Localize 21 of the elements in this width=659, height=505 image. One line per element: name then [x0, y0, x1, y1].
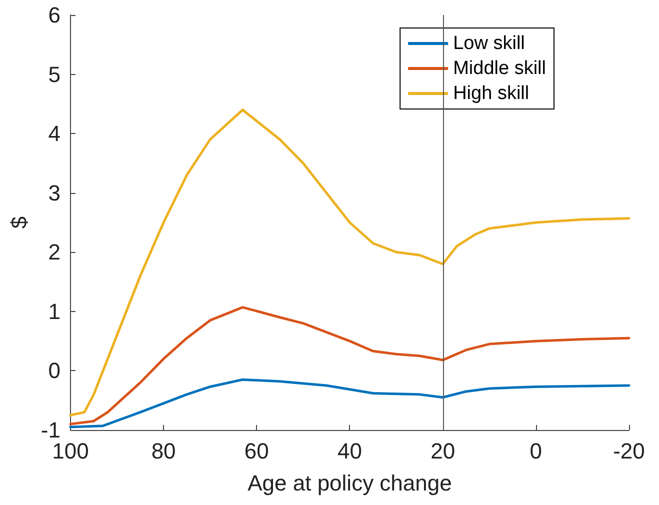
line-series: [69, 378, 630, 428]
x-tick-label: 40: [337, 438, 362, 464]
legend-label: High skill: [453, 83, 530, 104]
x-tick-label: 0: [530, 438, 542, 464]
line-series: [69, 306, 630, 426]
y-tick-label: 6: [48, 2, 60, 28]
line-series: [69, 108, 630, 416]
x-tick-label: 60: [244, 438, 269, 464]
legend-label: Middle skill: [453, 58, 546, 79]
legend-label: Low skill: [453, 33, 525, 54]
y-tick-label: 2: [48, 240, 60, 265]
x-tick-label: 20: [430, 438, 456, 464]
x-axis-title: Age at policy change: [248, 470, 452, 496]
y-tick-label: 5: [48, 62, 60, 87]
y-tick-label: 1: [48, 298, 60, 324]
y-tick-label: 4: [48, 121, 60, 146]
y-tick-label: 0: [48, 358, 60, 384]
x-tick-label: -20: [613, 438, 645, 464]
y-axis-title: $: [6, 216, 32, 229]
x-tick-label: 80: [151, 438, 176, 464]
y-tick-label: 3: [48, 180, 60, 206]
